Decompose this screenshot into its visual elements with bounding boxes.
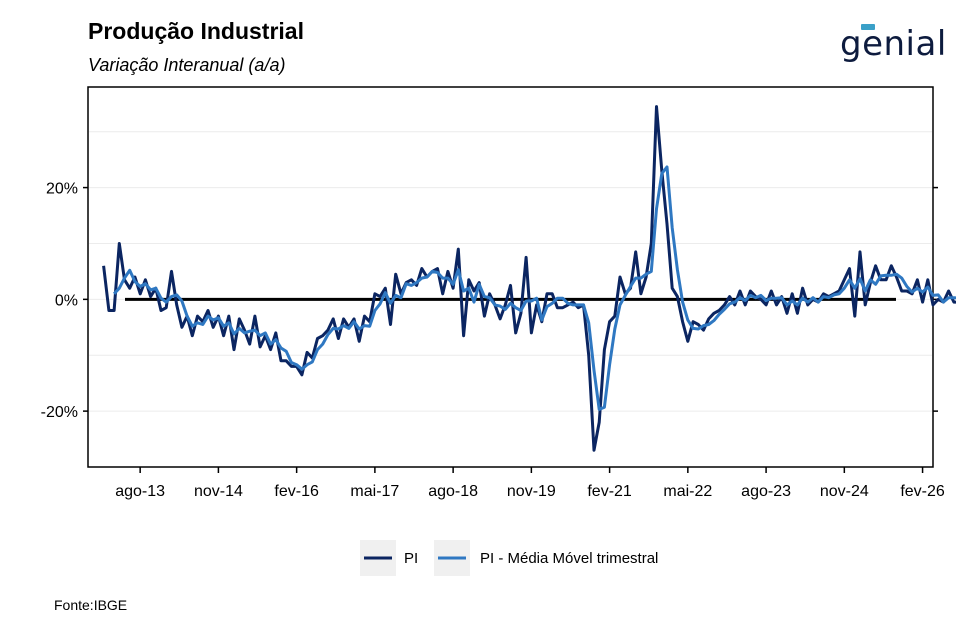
legend-label-pi: PI bbox=[404, 550, 418, 567]
y-tick-label: 0% bbox=[55, 292, 78, 309]
legend-label-mm3: PI - Média Móvel trimestral bbox=[480, 550, 658, 567]
genial-logo: genial bbox=[840, 24, 947, 64]
y-tick-label: 20% bbox=[46, 181, 78, 198]
series-line-pi bbox=[102, 105, 956, 452]
logo-accent-icon bbox=[861, 24, 875, 30]
x-tick-label: ago-18 bbox=[428, 483, 478, 500]
x-tick-label: ago-13 bbox=[115, 483, 165, 500]
chart-subtitle: Variação Interanual (a/a) bbox=[88, 55, 286, 75]
x-tick-label: nov-14 bbox=[194, 483, 243, 500]
y-axis: -20% 0% 20% bbox=[41, 181, 938, 421]
plot-frame bbox=[87, 86, 934, 468]
x-axis: ago-13 nov-14 fev-16 mai-17 ago-18 nov-19 fev-… bbox=[115, 467, 945, 500]
x-tick-label: ago-23 bbox=[741, 483, 791, 500]
x-tick-label: fev-26 bbox=[900, 483, 945, 500]
chart-title: Produção Industrial bbox=[88, 18, 304, 44]
source-note: Fonte:IBGE bbox=[54, 597, 128, 613]
x-tick-label: nov-24 bbox=[820, 483, 869, 500]
x-tick-label: mai-22 bbox=[663, 483, 712, 500]
x-tick-label: nov-19 bbox=[507, 483, 556, 500]
y-tick-label: -20% bbox=[41, 404, 78, 421]
x-tick-label: fev-16 bbox=[274, 483, 319, 500]
legend: PI PI - Média Móvel trimestral bbox=[360, 540, 658, 576]
x-tick-label: fev-21 bbox=[587, 483, 632, 500]
x-tick-label: mai-17 bbox=[350, 483, 399, 500]
series-line-mm3 bbox=[113, 165, 956, 411]
